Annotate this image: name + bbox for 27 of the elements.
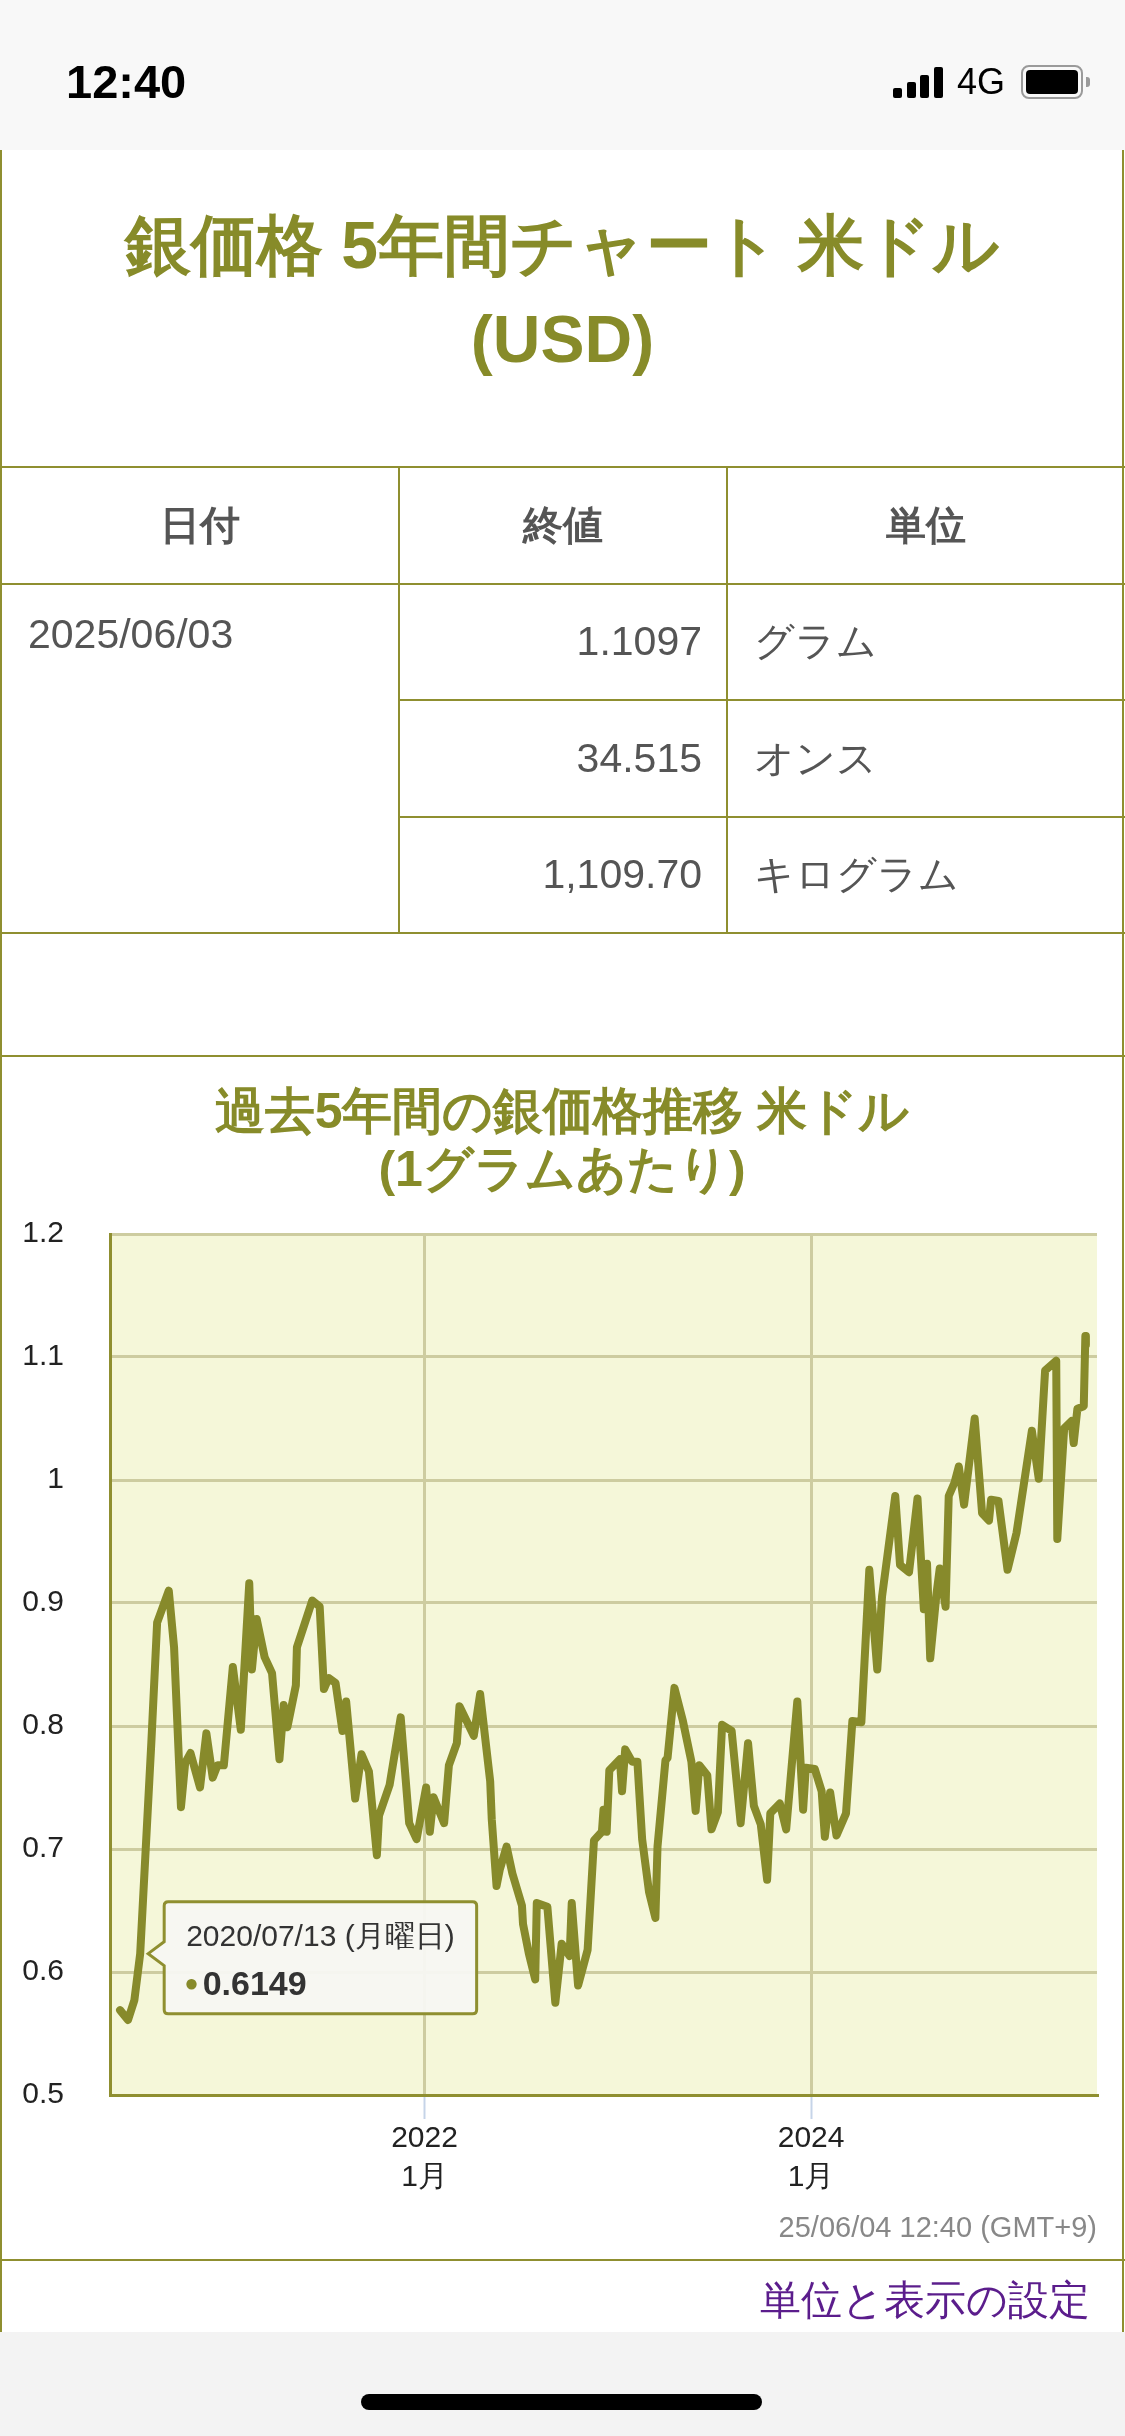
text: 日付 bbox=[158, 502, 241, 549]
text: 終値 bbox=[521, 502, 604, 549]
y-tick-label: 0.7 bbox=[22, 1830, 64, 1864]
text: 12:40 bbox=[66, 54, 187, 110]
text: 単位と表示の設定 bbox=[760, 2276, 1090, 2325]
y-tick-label: 0.9 bbox=[22, 1584, 64, 1618]
annotation: 2020/07/13 (月曜日) ●0.6149 bbox=[184, 1918, 455, 2002]
y-tick-label: 1.2 bbox=[22, 1215, 64, 1249]
text: 単位 bbox=[885, 502, 967, 549]
text: オンス bbox=[754, 734, 877, 782]
text: 4G bbox=[957, 60, 1006, 104]
x-tick-label: 2024 1月 bbox=[777, 2119, 845, 2192]
text: グラム bbox=[754, 618, 877, 665]
text: 34.515 bbox=[575, 733, 702, 783]
chart-title: 過去5年間の銀価格推移 米ドル (1グラムあたり) bbox=[213, 1082, 911, 1198]
text: 2025/06/03 bbox=[28, 610, 234, 659]
y-tick-label: 0.6 bbox=[22, 1953, 64, 1987]
y-tick-label: 1 bbox=[47, 1461, 64, 1495]
x-tick-label: 2022 1月 bbox=[391, 2119, 458, 2192]
text: 25/06/04 12:40 (GMT+9) bbox=[778, 2210, 1097, 2245]
text: キログラム bbox=[754, 851, 959, 898]
text: 銀価格 5年間チャート 米ドル (USD) bbox=[123, 207, 1002, 378]
y-tick-label: 0.8 bbox=[22, 1707, 64, 1741]
text: 1.1097 bbox=[575, 617, 702, 666]
text: 1,109.70 bbox=[541, 850, 702, 899]
y-tick-label: 0.5 bbox=[22, 2076, 64, 2110]
y-tick-label: 1.1 bbox=[22, 1338, 64, 1372]
